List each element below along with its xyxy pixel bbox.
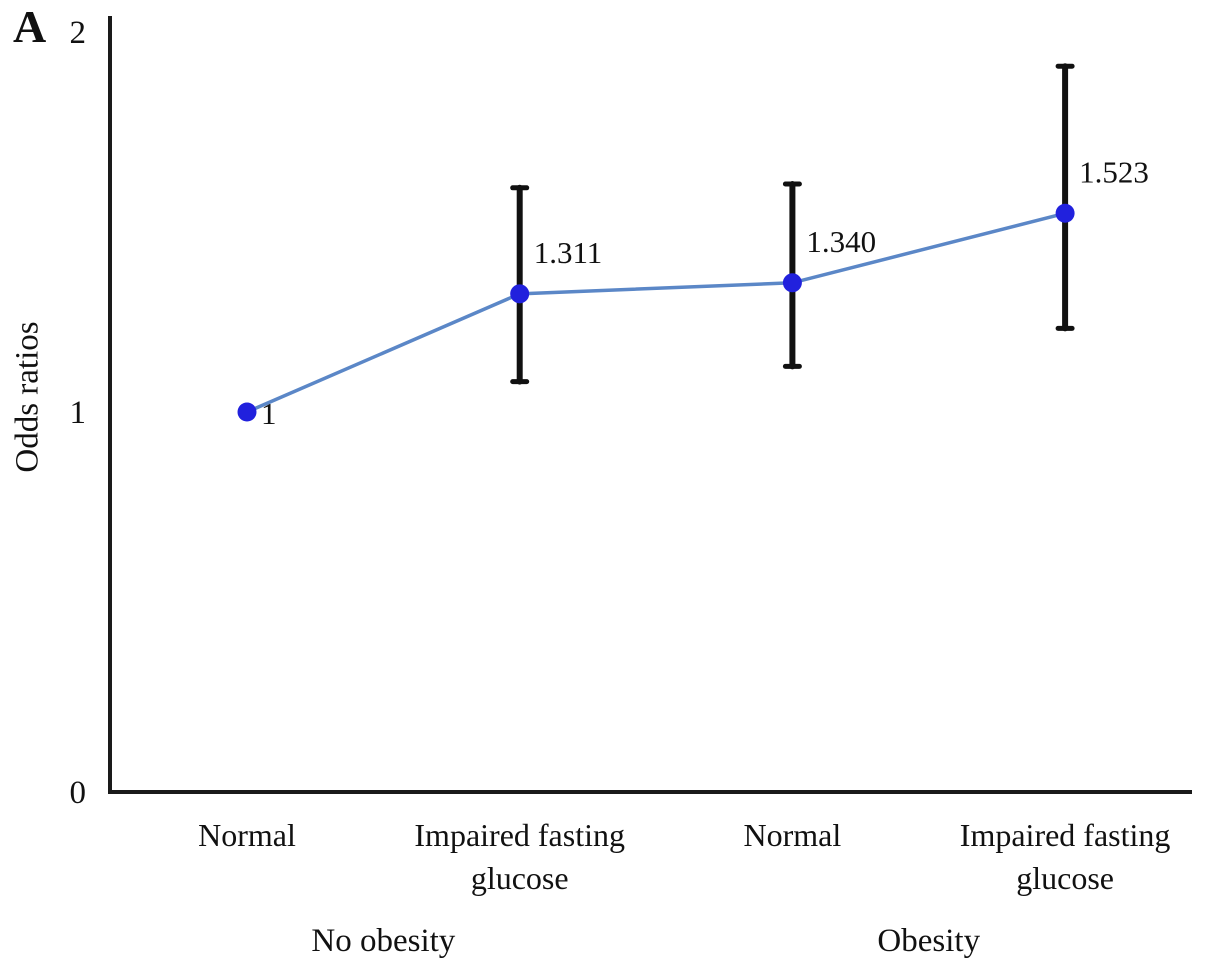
data-point bbox=[1055, 203, 1075, 223]
category-label: Impaired fasting glucose bbox=[414, 817, 625, 896]
data-label: 1.311 bbox=[534, 235, 603, 270]
y-tick-label: 1 bbox=[70, 395, 87, 431]
group-label: Obesity bbox=[877, 923, 980, 959]
category-label: Normal bbox=[198, 817, 296, 853]
category-label: Normal bbox=[744, 817, 842, 853]
data-point bbox=[510, 284, 530, 304]
data-point bbox=[782, 273, 802, 293]
category-label: Impaired fasting glucose bbox=[960, 817, 1171, 896]
y-tick-label: 2 bbox=[70, 15, 87, 51]
data-label: 1.523 bbox=[1079, 154, 1149, 189]
data-label: 1 bbox=[261, 396, 277, 431]
y-tick-label: 0 bbox=[70, 775, 87, 811]
data-point bbox=[237, 402, 257, 422]
panel-label: A bbox=[13, 1, 47, 52]
data-line bbox=[246, 211, 1066, 414]
data-label: 1.340 bbox=[806, 224, 876, 259]
group-label: No obesity bbox=[311, 923, 455, 959]
